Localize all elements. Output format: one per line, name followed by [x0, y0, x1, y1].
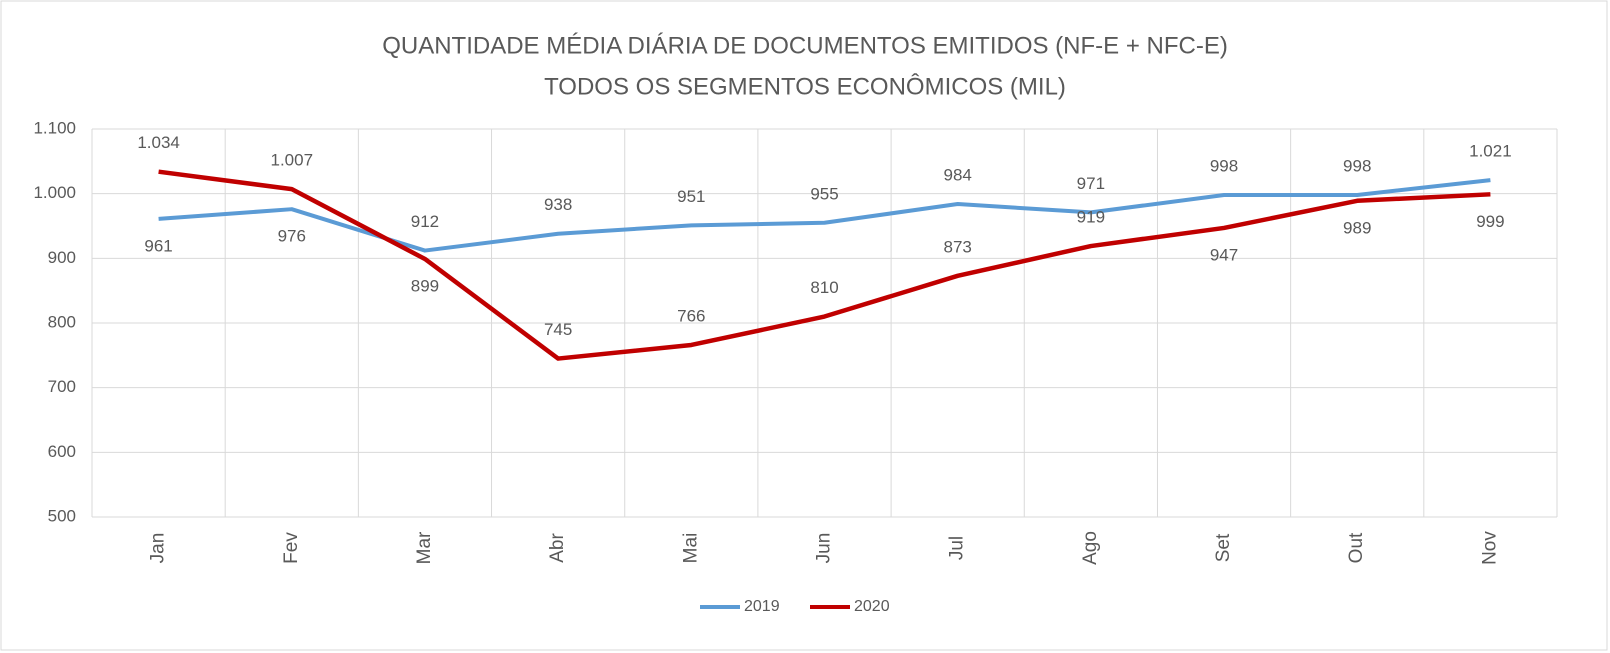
legend-label: 2020 — [854, 598, 890, 615]
data-label: 971 — [1077, 174, 1105, 193]
data-label: 989 — [1343, 218, 1371, 237]
data-label: 938 — [544, 195, 572, 214]
data-label: 951 — [677, 187, 705, 206]
data-label: 998 — [1210, 156, 1238, 175]
data-label: 1.007 — [270, 151, 313, 170]
data-label: 999 — [1476, 212, 1504, 231]
y-tick-label: 1.100 — [33, 118, 76, 137]
data-label: 976 — [278, 227, 306, 246]
data-label: 873 — [943, 237, 971, 256]
data-label: 947 — [1210, 245, 1238, 264]
data-label: 984 — [943, 165, 971, 184]
data-label: 766 — [677, 306, 705, 325]
x-tick-label: Jan — [148, 533, 169, 564]
x-tick-label: Nov — [1479, 531, 1500, 565]
y-tick-label: 500 — [48, 506, 76, 525]
data-label: 955 — [810, 184, 838, 203]
data-label: 998 — [1343, 156, 1371, 175]
x-tick-label: Set — [1213, 533, 1234, 562]
y-tick-label: 700 — [48, 377, 76, 396]
data-label: 810 — [810, 278, 838, 297]
y-tick-label: 600 — [48, 442, 76, 461]
data-label: 745 — [544, 320, 572, 339]
x-tick-label: Mar — [414, 531, 435, 564]
series-line — [158, 169, 1491, 361]
data-label: 912 — [411, 212, 439, 231]
x-tick-label: Ago — [1080, 531, 1101, 565]
x-tick-label: Jun — [814, 533, 835, 564]
data-label: 919 — [1077, 208, 1105, 227]
chart-subtitle: TODOS OS SEGMENTOS ECONÔMICOS (MIL) — [544, 72, 1066, 100]
chart-title: QUANTIDADE MÉDIA DIÁRIA DE DOCUMENTOS EM… — [382, 32, 1228, 59]
x-tick-label: Fev — [281, 532, 302, 564]
legend-label: 2019 — [744, 598, 780, 615]
x-tick-label: Abr — [547, 533, 568, 563]
y-tick-label: 1.000 — [33, 183, 76, 202]
x-tick-label: Out — [1346, 532, 1367, 563]
data-label: 1.021 — [1469, 142, 1512, 161]
y-tick-label: 900 — [48, 248, 76, 267]
x-tick-label: Jul — [947, 536, 968, 560]
data-label: 1.034 — [137, 133, 180, 152]
y-tick-label: 800 — [48, 312, 76, 331]
data-label: 961 — [144, 236, 172, 255]
x-tick-label: Mai — [680, 533, 701, 564]
data-label: 899 — [411, 276, 439, 295]
